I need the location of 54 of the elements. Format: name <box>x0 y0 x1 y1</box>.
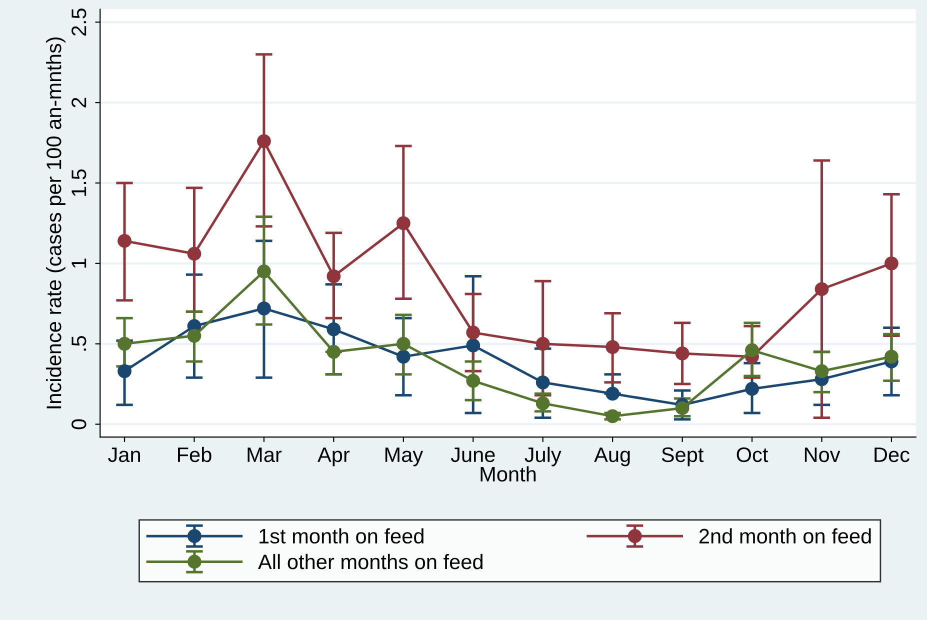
x-tick-label: Aug <box>594 448 630 466</box>
point <box>257 301 271 316</box>
point <box>396 350 410 364</box>
x-axis-title: Month <box>480 466 536 482</box>
y-axis-title: Incidence rate (cases per 100 an-mnths) <box>46 37 66 408</box>
point <box>814 364 829 378</box>
y-tick-label: .5 <box>72 336 86 351</box>
point <box>466 326 480 340</box>
point <box>257 264 271 278</box>
point <box>814 282 829 296</box>
point <box>257 134 271 148</box>
point <box>884 350 898 364</box>
point <box>606 340 620 354</box>
point <box>536 396 550 410</box>
point <box>606 386 620 401</box>
y-tick-label: 1.5 <box>72 169 86 196</box>
point <box>118 364 132 378</box>
point <box>396 336 410 351</box>
y-tick-label: 2.5 <box>72 8 86 36</box>
x-tick-label: June <box>450 448 495 462</box>
x-tick-label: Oct <box>736 447 768 462</box>
point <box>326 269 341 284</box>
x-tick-label: Nov <box>804 448 840 462</box>
x-tick-label: Dec <box>874 448 910 462</box>
point <box>675 346 690 360</box>
point <box>884 256 898 270</box>
y-tick-label: 0 <box>72 419 86 430</box>
x-tick-label: Sept <box>662 447 704 466</box>
point <box>466 374 480 388</box>
x-tick-label: Apr <box>318 448 350 466</box>
point <box>118 336 132 351</box>
point <box>745 382 759 396</box>
y-tick-label: 1 <box>72 258 86 268</box>
x-tick-label: May <box>385 448 424 466</box>
y-tick-label: 2 <box>72 98 86 108</box>
legend-label: All other months on feed <box>258 554 482 570</box>
point <box>326 322 341 336</box>
point <box>536 375 550 390</box>
point <box>536 336 550 351</box>
x-tick-label: Jan <box>108 448 140 462</box>
x-tick-label: Mar <box>248 448 282 462</box>
point <box>187 246 202 261</box>
point <box>606 409 620 424</box>
point <box>675 401 690 416</box>
point <box>118 234 132 248</box>
point <box>326 344 341 359</box>
legend-label: 2nd month on feed <box>699 528 871 544</box>
point <box>187 328 202 343</box>
point <box>396 216 410 230</box>
point <box>745 343 759 358</box>
x-tick-label: July <box>524 446 562 466</box>
point <box>466 338 480 352</box>
x-tick-label: Feb <box>178 446 212 462</box>
legend-label: 1st month on feed <box>260 528 424 544</box>
